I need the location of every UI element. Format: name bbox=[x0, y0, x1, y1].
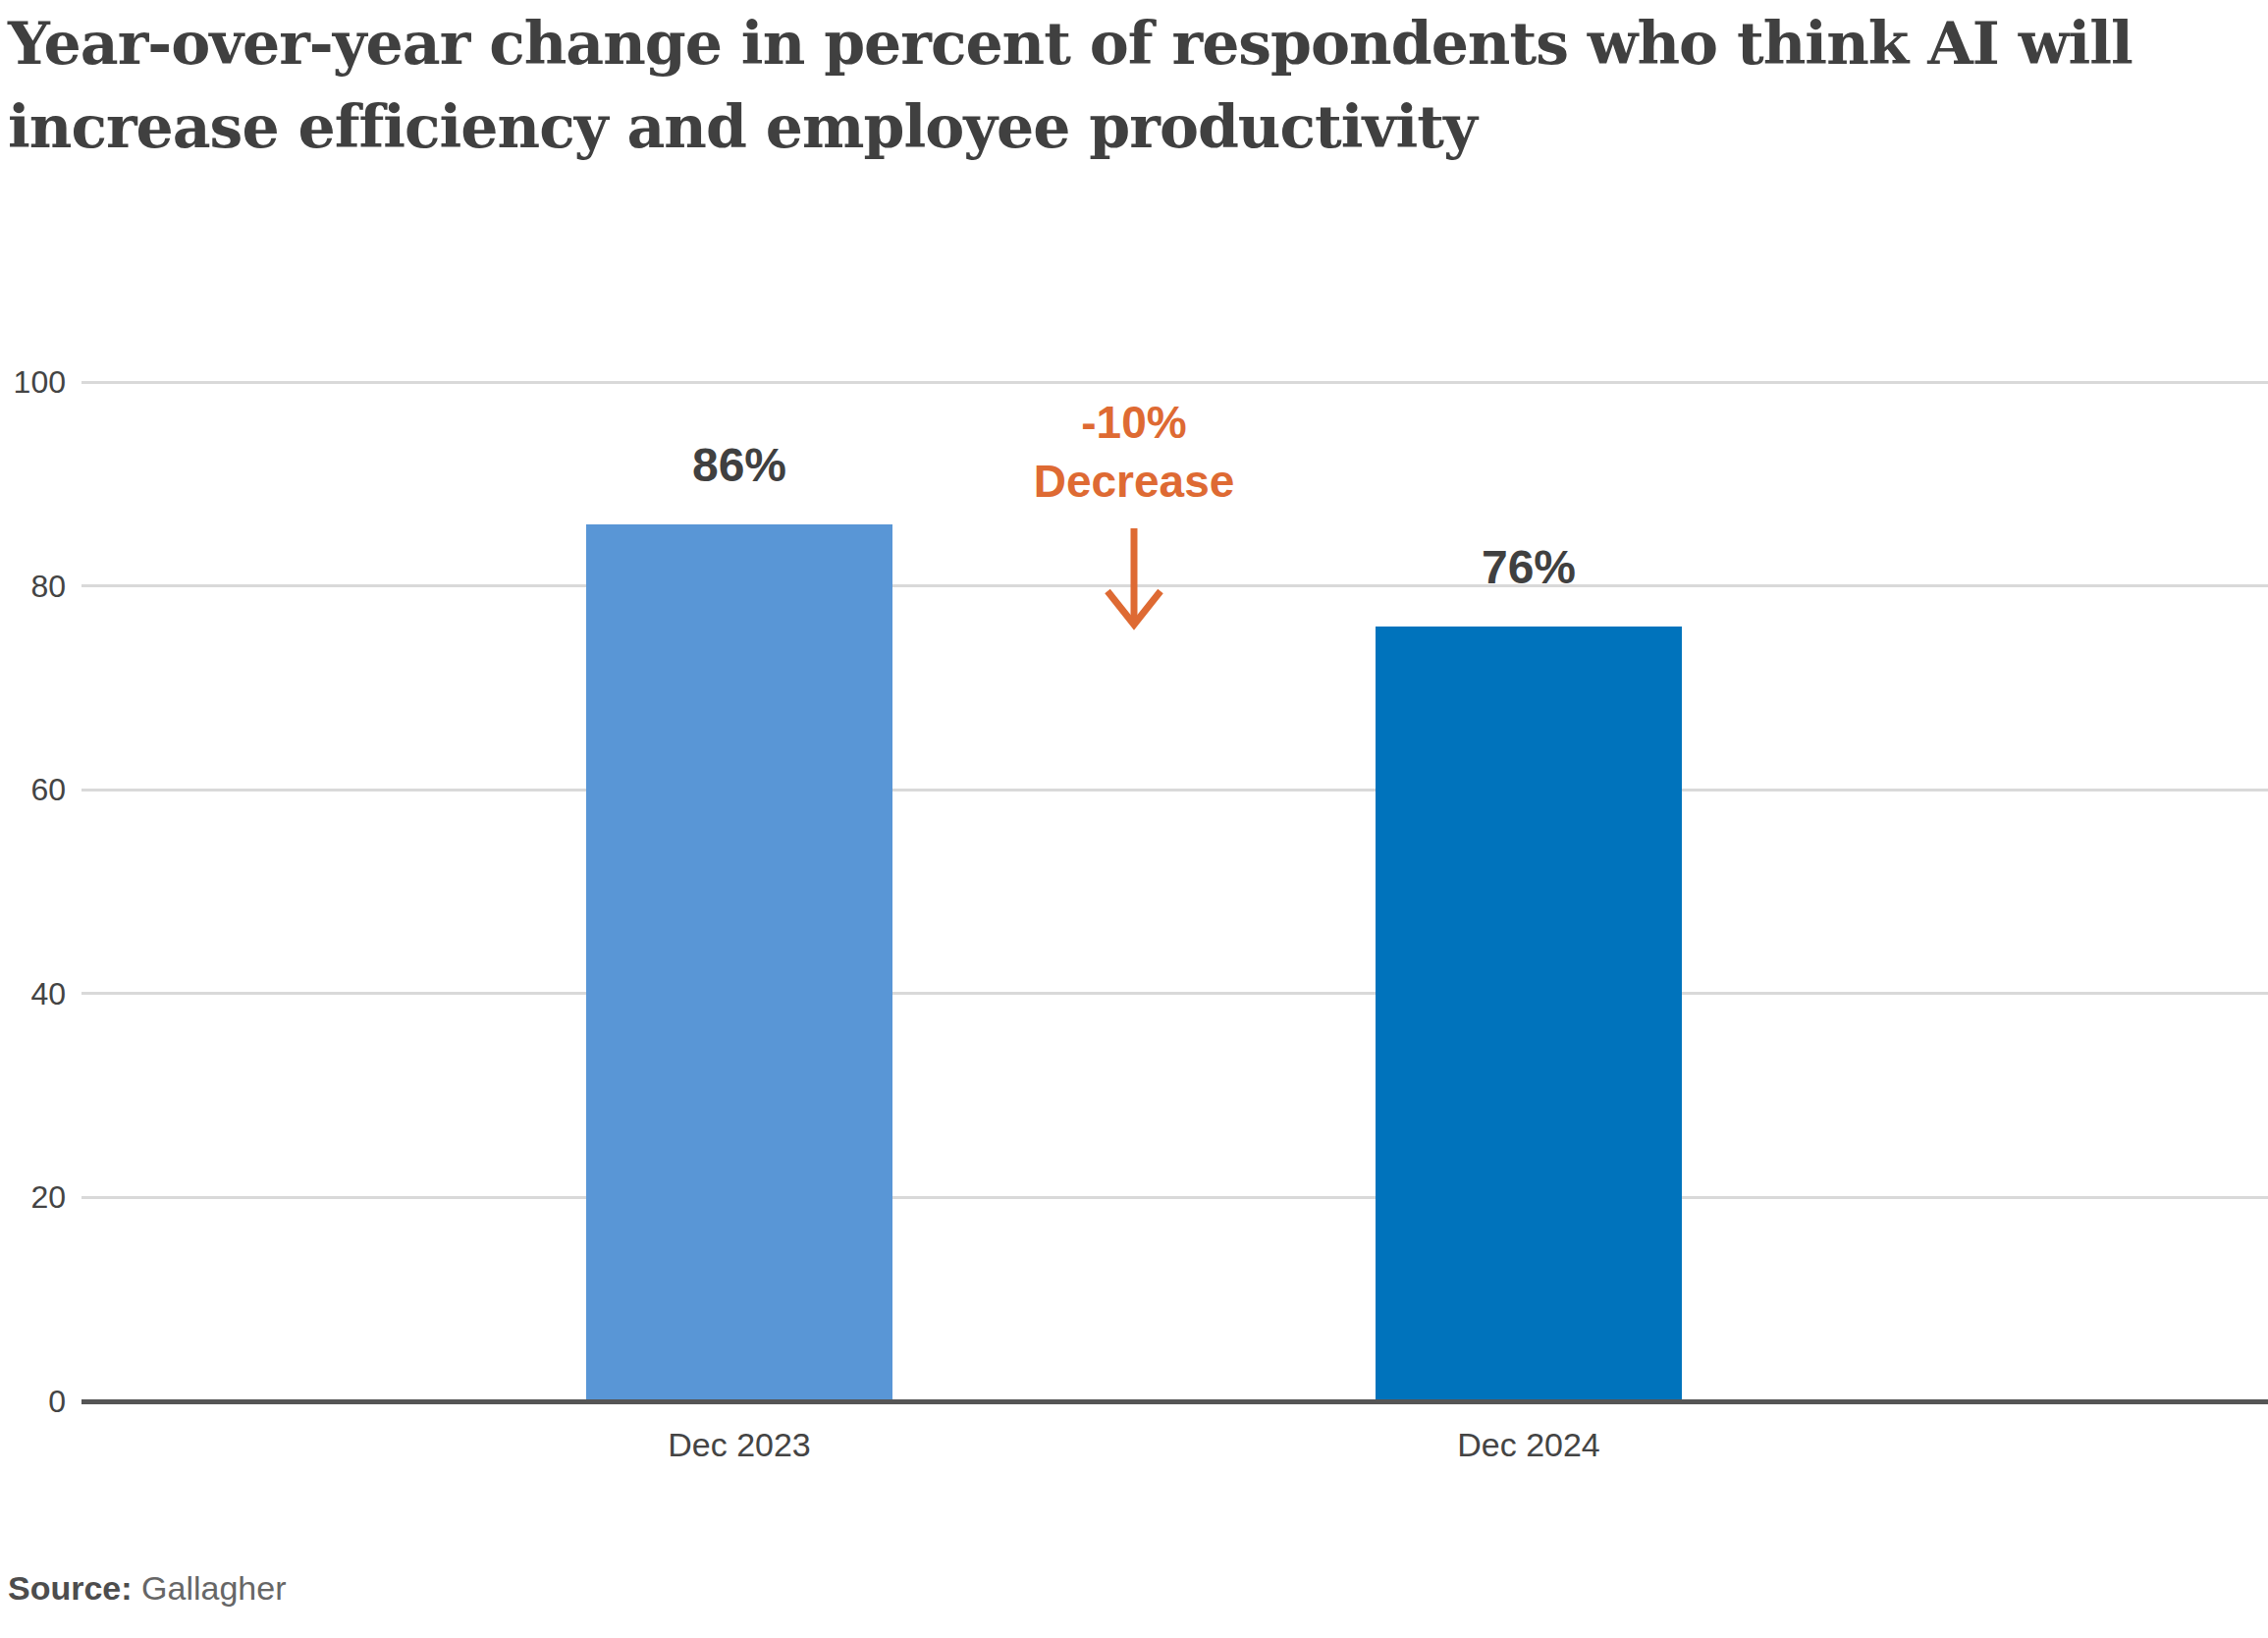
gridline-60 bbox=[81, 789, 2268, 792]
x-tick-label-dec-2024: Dec 2024 bbox=[1332, 1426, 1725, 1464]
y-tick-label-0: 0 bbox=[0, 1381, 66, 1422]
source-text: Gallagher bbox=[141, 1569, 286, 1607]
gridline-100 bbox=[81, 381, 2268, 384]
decrease-annotation-word: Decrease bbox=[938, 452, 1330, 511]
x-tick-label-dec-2023: Dec 2023 bbox=[543, 1426, 936, 1464]
plot-area: 0 20 40 60 80 100 86% Dec 2023 76% Dec 2024 bbox=[0, 0, 2268, 1638]
bar-dec-2023 bbox=[586, 524, 892, 1401]
y-tick-label-60: 60 bbox=[0, 769, 66, 810]
chart-canvas: Year-over-year change in percent of resp… bbox=[0, 0, 2268, 1638]
decrease-annotation: -10% Decrease bbox=[938, 393, 1330, 511]
down-arrow-icon bbox=[1095, 525, 1173, 633]
bar-value-label-dec-2024: 76% bbox=[1381, 540, 1676, 594]
source-line: Source: Gallagher bbox=[8, 1569, 286, 1608]
y-tick-label-20: 20 bbox=[0, 1176, 66, 1218]
y-tick-label-80: 80 bbox=[0, 566, 66, 607]
x-axis-line bbox=[81, 1399, 2268, 1404]
gridline-40 bbox=[81, 992, 2268, 995]
y-tick-label-100: 100 bbox=[0, 361, 66, 403]
source-label: Source: bbox=[8, 1569, 133, 1607]
gridline-80 bbox=[81, 584, 2268, 587]
gridline-20 bbox=[81, 1196, 2268, 1199]
decrease-annotation-value: -10% bbox=[938, 393, 1330, 452]
y-tick-label-40: 40 bbox=[0, 973, 66, 1014]
bar-dec-2024 bbox=[1376, 627, 1682, 1401]
bar-value-label-dec-2023: 86% bbox=[592, 438, 887, 492]
